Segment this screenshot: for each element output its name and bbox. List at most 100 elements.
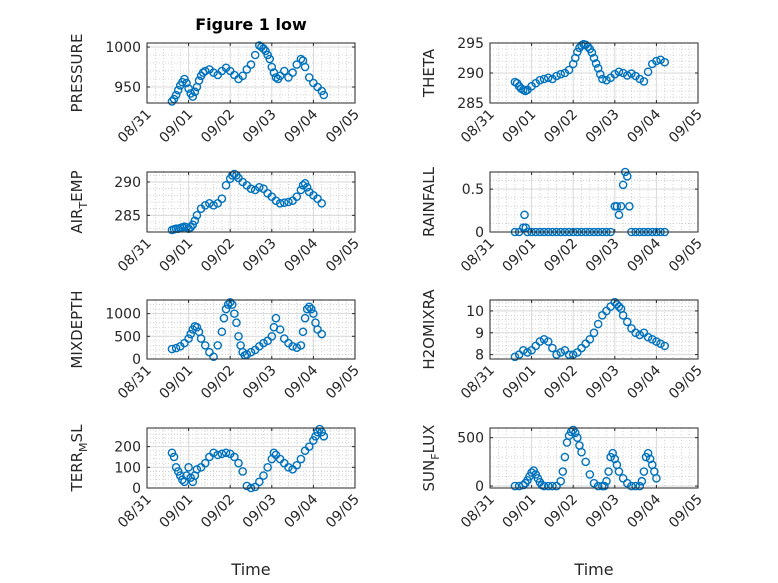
data-point [292, 460, 302, 470]
y-tick-label: 500 [114, 329, 141, 345]
data-point [311, 431, 320, 441]
y-tick-label: 500 [457, 431, 484, 447]
data-point [614, 67, 624, 77]
data-point [518, 345, 528, 355]
data-point [200, 458, 210, 468]
data-point [242, 481, 252, 491]
data-point [614, 210, 624, 220]
axes-border [146, 42, 356, 104]
data-point [292, 343, 302, 352]
data-point [292, 60, 302, 69]
y-axis-label: TERRMSL [68, 424, 90, 493]
data-point [182, 471, 191, 480]
data-point [627, 69, 636, 78]
data-point [552, 71, 561, 81]
y-tick-label: 0.5 [462, 182, 484, 198]
data-point [618, 474, 628, 483]
data-point [535, 337, 545, 346]
data-point [223, 300, 233, 309]
data-point [175, 471, 185, 480]
data-point [200, 201, 210, 210]
data-point [309, 309, 318, 318]
data-point [573, 47, 582, 57]
data-series [510, 425, 661, 491]
data-point [656, 55, 665, 65]
y-tick-label: 200 [114, 440, 141, 456]
axes-border [489, 299, 699, 360]
data-point [192, 211, 202, 220]
data-point [643, 67, 653, 77]
data-point [300, 313, 310, 323]
data-point [635, 481, 645, 491]
data-point [271, 73, 281, 82]
data-point [221, 181, 231, 190]
data-point [622, 71, 632, 80]
y-axis-label: MIXDEPTH [68, 290, 86, 368]
data-point [319, 90, 329, 100]
y-tick-label: 0 [132, 481, 141, 497]
data-point [643, 448, 653, 458]
data-point [221, 448, 231, 458]
data-point [184, 334, 193, 343]
data-point [246, 60, 256, 69]
data-point [302, 183, 312, 192]
data-point [263, 463, 272, 472]
data-point [600, 481, 609, 491]
data-point [317, 199, 327, 208]
plot-area [489, 171, 699, 233]
y-tick-label: 1000 [105, 307, 141, 323]
y-tick-label: 1000 [105, 40, 141, 56]
data-point [585, 335, 595, 344]
data-point [317, 329, 327, 339]
data-series [167, 297, 327, 362]
y-tick-label: 0 [475, 225, 484, 241]
data-point [581, 457, 590, 467]
data-point [518, 480, 528, 490]
y-tick-label: 290 [457, 66, 484, 82]
data-point [304, 442, 314, 451]
data-point [558, 467, 568, 476]
data-point [250, 482, 260, 492]
data-point [614, 467, 624, 476]
data-point [209, 68, 218, 77]
data-point [625, 201, 634, 211]
data-point [598, 74, 607, 84]
data-point [246, 347, 256, 357]
data-point [520, 210, 529, 220]
data-point [543, 73, 553, 83]
data-point [269, 448, 279, 458]
data-series [167, 169, 327, 235]
data-point [639, 467, 649, 476]
y-axis-label: SUNFLUX [420, 425, 442, 492]
data-point [242, 350, 252, 359]
data-point [510, 352, 520, 362]
data-point [560, 452, 570, 462]
data-point [548, 481, 557, 491]
data-point [631, 328, 640, 338]
data-point [304, 73, 314, 82]
data-point [184, 463, 193, 472]
data-point [307, 304, 316, 314]
data-point [543, 481, 553, 491]
data-point [213, 450, 223, 460]
data-point [221, 304, 231, 314]
data-point [521, 223, 531, 233]
data-point [238, 467, 247, 476]
data-point [610, 454, 620, 464]
plot-area [146, 171, 356, 233]
data-point [612, 201, 622, 211]
data-point [647, 335, 657, 344]
data-point [591, 59, 601, 68]
data-point [535, 75, 545, 85]
data-point [608, 448, 618, 458]
data-point [246, 184, 256, 193]
data-point [259, 338, 268, 348]
data-point [205, 199, 214, 208]
data-point [614, 302, 624, 311]
x-axis-label-left: Time [230, 560, 270, 579]
data-point [171, 90, 181, 100]
data-point [267, 332, 277, 341]
data-point [230, 309, 239, 318]
data-point [275, 71, 285, 81]
data-point [656, 339, 665, 349]
